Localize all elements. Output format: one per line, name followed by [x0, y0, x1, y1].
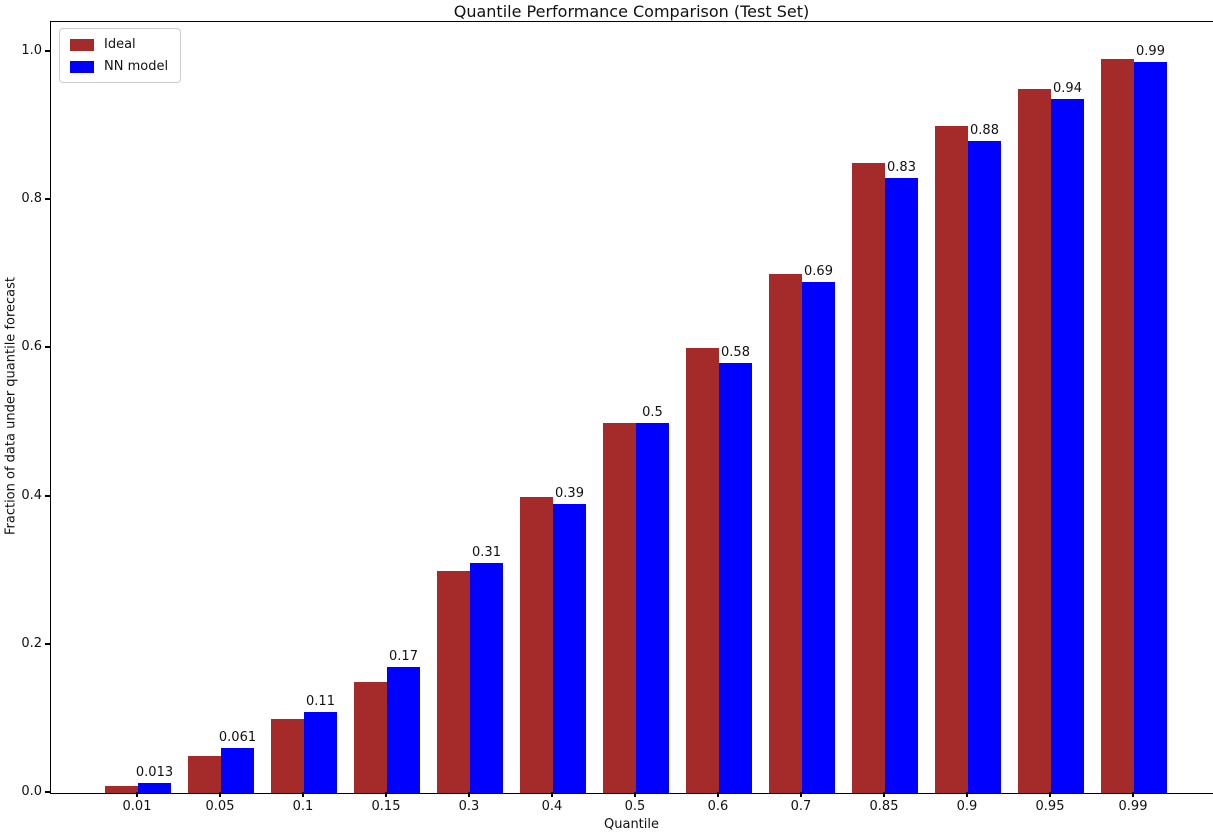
- plot-area: Ideal NN model 0.013 0.061 0.11 0.17 0.31 0.3…: [50, 21, 1213, 794]
- x-tick-0.05: [219, 792, 221, 797]
- x-tick-label-0.01: 0.01: [122, 799, 152, 814]
- bar-nn-0.3: [470, 563, 503, 793]
- x-tick-0.6: [717, 792, 719, 797]
- bar-nn-0.95: [1051, 98, 1084, 793]
- legend-swatch-nn-model: [70, 60, 94, 73]
- bar-nn-0.1: [304, 711, 337, 793]
- x-tick-0.1: [302, 792, 304, 797]
- legend: Ideal NN model: [59, 28, 182, 83]
- x-tick-label-0.9: 0.9: [956, 799, 978, 814]
- y-tick-0.6: [45, 346, 50, 349]
- y-tick-1.0: [45, 50, 50, 52]
- x-tick-label-0.15: 0.15: [371, 799, 401, 814]
- x-tick-label-0.05: 0.05: [205, 799, 235, 814]
- y-tick-label-0.6: 0.6: [21, 339, 42, 355]
- x-tick-label-0.99: 0.99: [1118, 799, 1148, 814]
- legend-item-nn-model: NN model: [70, 59, 168, 74]
- bar-value-label-0.6: 0.58: [721, 345, 750, 361]
- bar-nn-0.05: [221, 747, 254, 793]
- y-tick-0.4: [45, 494, 50, 497]
- bar-ideal-0.95: [1018, 89, 1051, 793]
- x-tick-label-0.3: 0.3: [458, 799, 480, 814]
- bar-ideal-0.3: [437, 570, 470, 793]
- x-tick-0.01: [136, 792, 138, 797]
- legend-label-ideal: Ideal: [104, 37, 136, 52]
- bar-nn-0.9: [968, 140, 1001, 793]
- bar-value-label-0.05: 0.061: [218, 729, 257, 745]
- x-tick-0.15: [385, 792, 387, 797]
- legend-swatch-ideal: [70, 38, 94, 51]
- bar-nn-0.99: [1134, 62, 1167, 793]
- bar-value-label-0.4: 0.39: [555, 486, 584, 501]
- bar-value-label-0.9: 0.88: [970, 122, 999, 138]
- bar-nn-0.6: [719, 363, 752, 793]
- bar-value-label-0.7: 0.69: [804, 263, 833, 279]
- x-tick-0.4: [551, 792, 553, 797]
- x-tick-label-0.95: 0.95: [1035, 799, 1065, 814]
- bar-nn-0.01: [138, 783, 171, 793]
- bar-value-label-0.99: 0.99: [1136, 44, 1165, 60]
- bar-value-label-0.15: 0.17: [389, 649, 418, 664]
- x-tick-label-0.5: 0.5: [624, 799, 646, 814]
- bar-ideal-0.85: [852, 163, 885, 793]
- bar-ideal-0.7: [769, 274, 802, 793]
- bar-nn-0.15: [387, 667, 420, 793]
- bar-nn-0.5: [636, 422, 669, 793]
- bar-value-label-0.85: 0.83: [887, 160, 916, 175]
- x-tick-0.3: [468, 792, 470, 797]
- bar-value-label-0.01: 0.013: [135, 765, 174, 781]
- bar-ideal-0.01: [105, 785, 138, 793]
- y-tick-label-0.0: 0.0: [21, 784, 42, 799]
- bar-value-label-0.3: 0.31: [472, 545, 501, 561]
- x-tick-0.9: [966, 792, 968, 797]
- y-tick-0.8: [45, 198, 50, 201]
- chart-title: Quantile Performance Comparison (Test Se…: [453, 2, 810, 21]
- bar-ideal-0.15: [354, 681, 387, 793]
- x-tick-0.5: [634, 792, 636, 797]
- x-tick-0.85: [883, 792, 885, 797]
- x-axis-label: Quantile: [604, 817, 659, 832]
- x-tick-label-0.1: 0.1: [292, 799, 314, 814]
- bar-value-label-0.95: 0.94: [1053, 80, 1082, 96]
- bar-ideal-0.5: [603, 422, 636, 793]
- bar-value-label-0.5: 0.5: [642, 404, 663, 420]
- y-tick-label-0.4: 0.4: [21, 487, 42, 503]
- x-tick-label-0.4: 0.4: [541, 799, 563, 814]
- bar-ideal-0.99: [1101, 59, 1134, 793]
- x-tick-label-0.6: 0.6: [707, 799, 729, 814]
- bar-ideal-0.9: [935, 126, 968, 793]
- x-tick-0.99: [1132, 792, 1134, 797]
- bar-value-label-0.1: 0.11: [306, 693, 335, 709]
- bar-ideal-0.6: [686, 348, 719, 793]
- y-tick-label-0.2: 0.2: [21, 635, 42, 651]
- bar-nn-0.4: [553, 504, 586, 793]
- bar-nn-0.7: [802, 281, 835, 793]
- bar-nn-0.85: [885, 178, 918, 793]
- bar-ideal-0.1: [271, 718, 304, 793]
- bar-ideal-0.05: [188, 755, 221, 793]
- legend-label-nn-model: NN model: [104, 59, 169, 74]
- y-tick-label-0.8: 0.8: [21, 191, 42, 207]
- x-tick-0.7: [800, 792, 802, 797]
- x-tick-label-0.85: 0.85: [869, 799, 899, 814]
- y-tick-0.0: [45, 791, 50, 793]
- y-tick-label-1.0: 1.0: [21, 43, 42, 58]
- legend-item-ideal: Ideal: [70, 37, 168, 52]
- x-tick-label-0.7: 0.7: [790, 799, 812, 814]
- x-tick-0.95: [1049, 792, 1051, 797]
- bar-ideal-0.4: [520, 496, 553, 793]
- y-tick-0.2: [45, 642, 50, 645]
